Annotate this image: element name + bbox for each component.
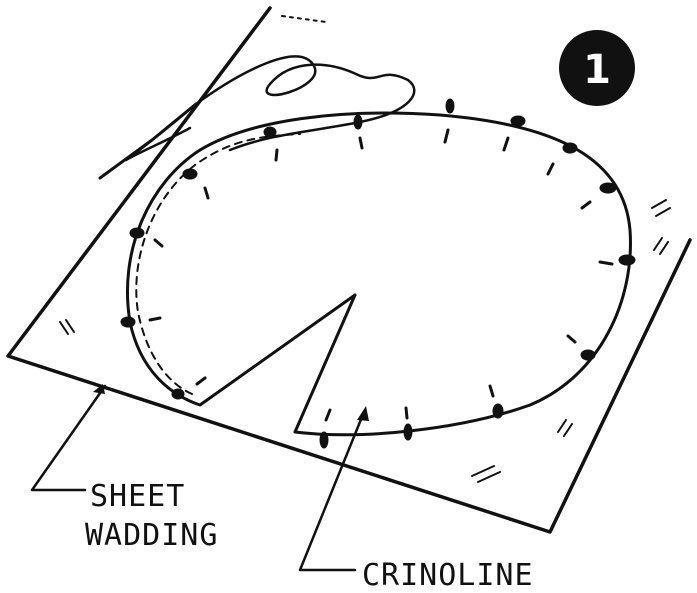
pins [120,98,636,449]
label-sheet: SHEET [90,479,185,514]
pin [445,98,455,114]
pin [319,431,329,449]
pin [263,126,277,138]
arrowhead-crinoline [357,406,369,421]
pin [618,254,636,266]
step-badge: 1 [559,30,635,106]
pin [492,403,504,419]
leader-lines [30,384,369,572]
pin [120,316,136,328]
pin [510,115,526,127]
needle-and-thread [98,55,416,180]
label-wadding: WADDING [85,518,218,553]
pin [129,227,145,239]
crinoline-pattern [125,111,632,437]
pin [562,142,578,154]
tack-marks [148,128,614,422]
sheet-wadding-outline [6,6,692,534]
leader-sheet-wadding [30,384,107,492]
pin [353,114,363,130]
pin [403,423,413,441]
pin [171,388,185,400]
pin [182,168,198,180]
pin [580,349,596,361]
step-number: 1 [583,47,611,93]
arrowhead-sheet-wadding [93,384,105,394]
leader-crinoline [298,410,366,572]
label-crinoline: CRINOLINE [362,558,534,593]
pin [599,182,617,194]
